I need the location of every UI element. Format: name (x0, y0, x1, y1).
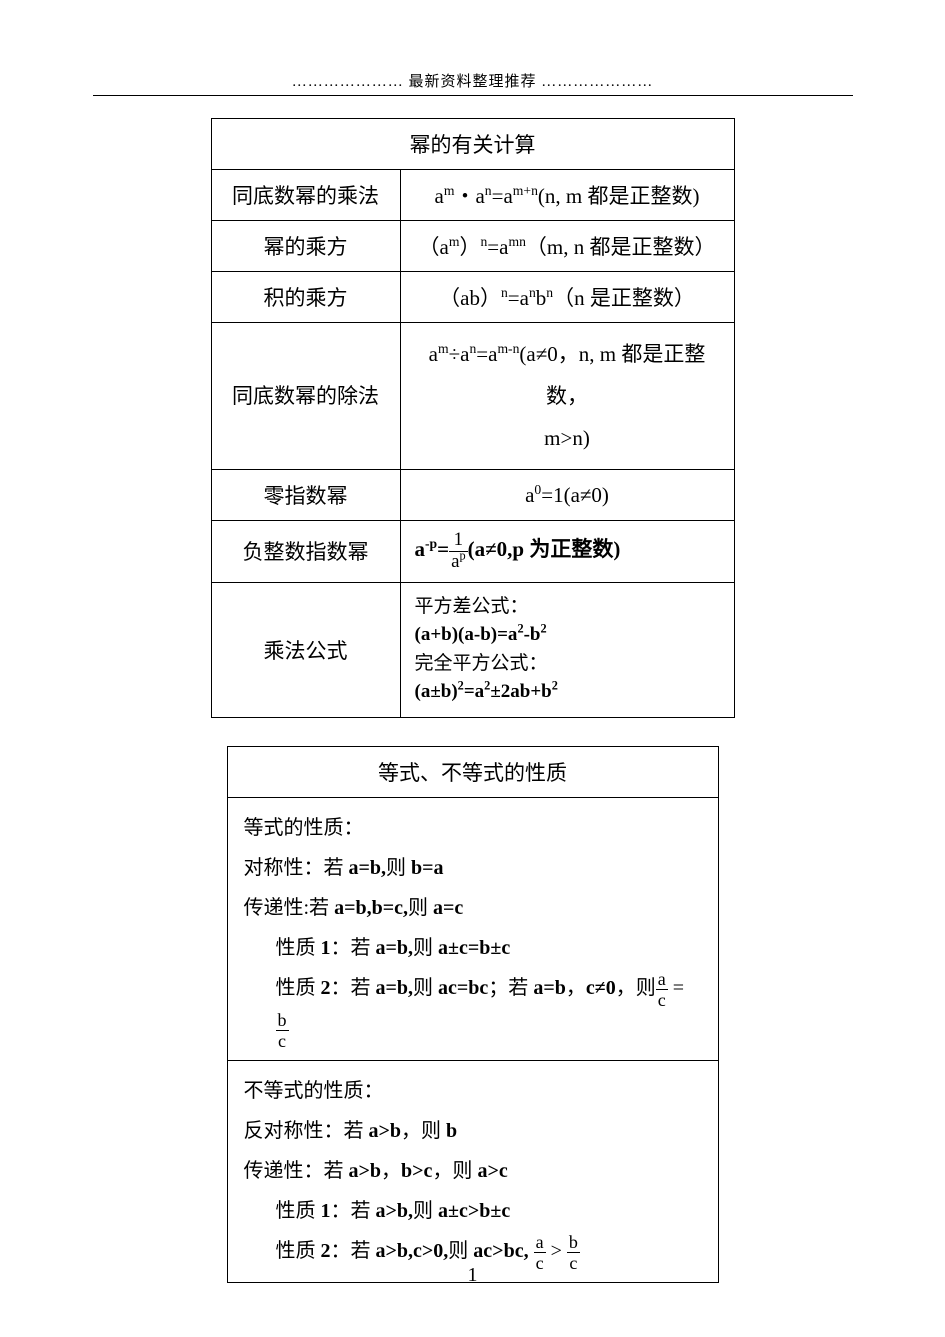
table-row: 等式的性质： 对称性：若 a=b,则 b=a 传递性:若 a=b,b=c,则 a… (227, 797, 718, 1060)
row-label: 同底数幂的乘法 (211, 170, 400, 221)
page-header-text: ………………… 最新资料整理推荐 ………………… (0, 70, 945, 91)
header-rule (93, 95, 853, 96)
table-row: 幂的乘方 （am）n=amn（m, n 都是正整数） (211, 221, 734, 272)
property-line: 对称性：若 a=b,则 b=a (244, 848, 702, 888)
row-formula: （ab）n=anbn（n 是正整数） (400, 272, 734, 323)
row-formula: a0=1(a≠0) (400, 470, 734, 521)
table2-title: 等式、不等式的性质 (227, 746, 718, 797)
row-formula: am・an=am+n(n, m 都是正整数) (400, 170, 734, 221)
row-formula: am÷an=am-n(a≠0，n, m 都是正整数，m>n) (400, 323, 734, 470)
row-formula: 平方差公式：(a+b)(a-b)=a2-b2完全平方公式：(a±b)2=a2±2… (400, 582, 734, 717)
table-row: 同底数幂的除法 am÷an=am-n(a≠0，n, m 都是正整数，m>n) (211, 323, 734, 470)
row-label: 积的乘方 (211, 272, 400, 323)
row-label: 同底数幂的除法 (211, 323, 400, 470)
table-row: 积的乘方 （ab）n=anbn（n 是正整数） (211, 272, 734, 323)
page-number: 1 (0, 1264, 945, 1287)
property-line: 性质 2：若 a=b,则 ac=bc；若 a=b，c≠0，则ac = bc (244, 968, 702, 1050)
table-header-row: 幂的有关计算 (211, 119, 734, 170)
table-row: 不等式的性质： 反对称性：若 a>b，则 b 传递性：若 a>b，b>c，则 a… (227, 1060, 718, 1282)
document-page: ………………… 最新资料整理推荐 ………………… 幂的有关计算 同底数幂的乘法 … (0, 0, 945, 1337)
row-label: 零指数幂 (211, 470, 400, 521)
table1-title: 幂的有关计算 (211, 119, 734, 170)
property-line: 性质 1：若 a>b,则 a±c>b±c (244, 1191, 702, 1231)
section-header: 等式的性质： (244, 808, 702, 848)
table-row: 负整数指数幂 a-p=1ap(a≠0,p 为正整数) (211, 521, 734, 583)
property-line: 反对称性：若 a>b，则 b (244, 1111, 702, 1151)
equality-properties-table: 等式、不等式的性质 等式的性质： 对称性：若 a=b,则 b=a 传递性:若 a… (227, 746, 719, 1283)
section-cell: 不等式的性质： 反对称性：若 a>b，则 b 传递性：若 a>b，b>c，则 a… (227, 1060, 718, 1282)
property-line: 传递性：若 a>b，b>c，则 a>c (244, 1151, 702, 1191)
row-formula: a-p=1ap(a≠0,p 为正整数) (400, 521, 734, 583)
row-label: 负整数指数幂 (211, 521, 400, 583)
row-label: 乘法公式 (211, 582, 400, 717)
power-calc-table: 幂的有关计算 同底数幂的乘法 am・an=am+n(n, m 都是正整数) 幂的… (211, 118, 735, 718)
table-row: 同底数幂的乘法 am・an=am+n(n, m 都是正整数) (211, 170, 734, 221)
property-line: 性质 1：若 a=b,则 a±c=b±c (244, 928, 702, 968)
table-header-row: 等式、不等式的性质 (227, 746, 718, 797)
property-line: 传递性:若 a=b,b=c,则 a=c (244, 888, 702, 928)
table-row: 乘法公式 平方差公式：(a+b)(a-b)=a2-b2完全平方公式：(a±b)2… (211, 582, 734, 717)
section-header: 不等式的性质： (244, 1071, 702, 1111)
row-label: 幂的乘方 (211, 221, 400, 272)
table-row: 零指数幂 a0=1(a≠0) (211, 470, 734, 521)
section-cell: 等式的性质： 对称性：若 a=b,则 b=a 传递性:若 a=b,b=c,则 a… (227, 797, 718, 1060)
row-formula: （am）n=amn（m, n 都是正整数） (400, 221, 734, 272)
